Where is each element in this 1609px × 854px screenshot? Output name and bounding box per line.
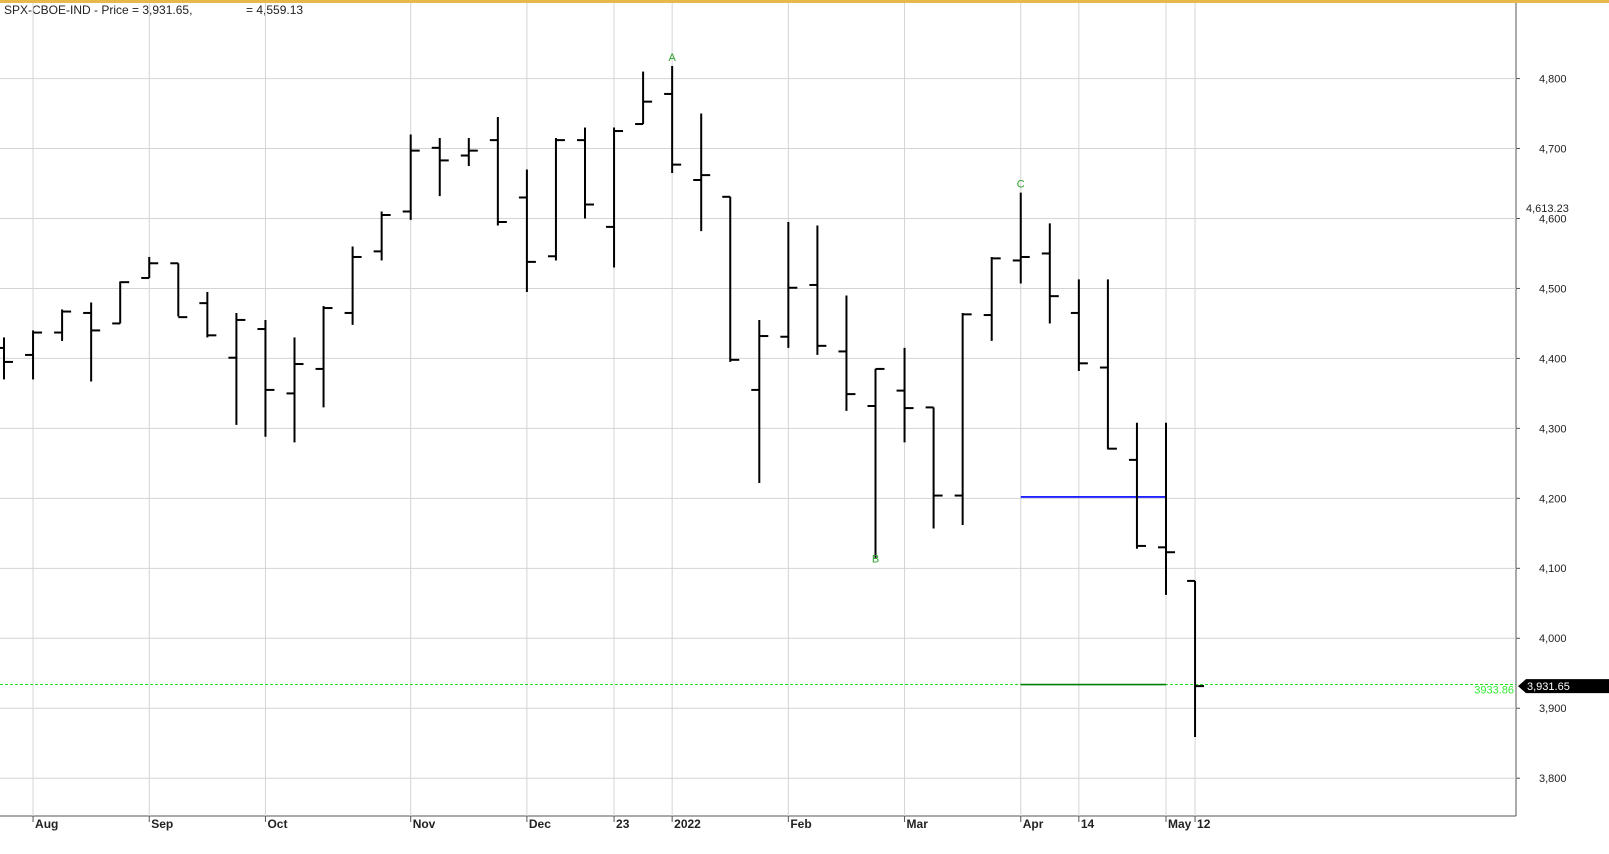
y-tick-label: 4,200 <box>1539 493 1567 505</box>
x-tick-label: 14 <box>1081 817 1095 831</box>
last-price-label: 3,931.65 <box>1527 681 1570 693</box>
chart-subtitle: = 4,559.13 <box>246 3 303 17</box>
y-tick-label: 4,300 <box>1539 423 1567 435</box>
axis-marker: 4,613.23 <box>1526 203 1569 215</box>
price-level-label: 3933.86 <box>1474 684 1514 696</box>
x-tick-label: Oct <box>267 817 287 831</box>
x-tick-label: May <box>1168 817 1192 831</box>
x-tick-label: Mar <box>907 817 929 831</box>
y-tick-label: 4,700 <box>1539 143 1567 155</box>
y-tick-label: 4,000 <box>1539 633 1567 645</box>
last-price-box <box>1518 679 1609 694</box>
x-tick-label: Sep <box>151 817 173 831</box>
x-tick-label: 2022 <box>674 817 701 831</box>
x-tick-label: Feb <box>790 817 811 831</box>
y-tick-label: 4,800 <box>1539 73 1567 85</box>
y-tick-label: 4,500 <box>1539 283 1567 295</box>
x-tick-label: Aug <box>35 817 58 831</box>
top-border <box>0 0 1609 3</box>
x-tick-label: Nov <box>413 817 436 831</box>
x-tick-label: 23 <box>616 817 630 831</box>
wave-label: B <box>872 554 879 566</box>
x-tick-label: Dec <box>529 817 551 831</box>
y-tick-label: 4,100 <box>1539 563 1567 575</box>
x-tick-label: 12 <box>1197 817 1211 831</box>
y-tick-label: 3,900 <box>1539 703 1567 715</box>
wave-label: A <box>668 52 676 64</box>
y-tick-label: 4,400 <box>1539 353 1567 365</box>
y-tick-label: 3,800 <box>1539 773 1567 785</box>
y-tick-label: 4,600 <box>1539 213 1567 225</box>
chart-title: SPX-CBOE-IND - Price = 3,931.65, <box>4 3 192 17</box>
x-tick-label: Apr <box>1023 817 1044 831</box>
wave-label: C <box>1017 179 1025 191</box>
